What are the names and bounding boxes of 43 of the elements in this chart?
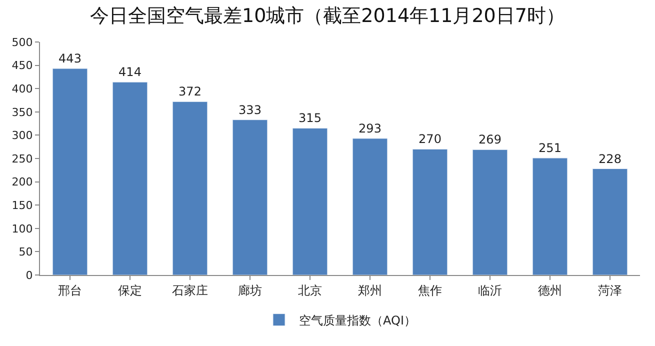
data-label: 333 — [238, 102, 262, 117]
y-tick-label: 150 — [12, 198, 33, 212]
bar — [52, 68, 88, 275]
y-tick-label: 400 — [12, 82, 33, 96]
y-tick-label: 350 — [12, 106, 33, 119]
data-label: 372 — [178, 84, 202, 99]
x-tick-label: 北京 — [298, 283, 322, 298]
data-label: 269 — [478, 132, 502, 147]
bar — [232, 120, 268, 275]
y-tick-label: 200 — [12, 176, 33, 189]
legend-label: 空气质量指数（AQI） — [299, 313, 416, 328]
x-tick-label: 保定 — [118, 283, 142, 298]
y-tick-label: 250 — [12, 152, 33, 166]
data-label: 293 — [358, 121, 382, 136]
x-tick-label: 郑州 — [358, 283, 382, 298]
data-label: 414 — [118, 65, 142, 80]
y-tick-label: 500 — [12, 36, 33, 49]
x-tick-label: 菏泽 — [598, 283, 622, 298]
y-tick-label: 100 — [12, 222, 33, 236]
data-label: 315 — [298, 111, 322, 126]
bar — [352, 138, 388, 275]
bar — [292, 128, 328, 275]
bar — [532, 158, 568, 275]
data-label: 251 — [538, 141, 562, 156]
bar — [172, 101, 208, 275]
x-tick-label: 石家庄 — [172, 283, 208, 298]
bar — [412, 148, 448, 275]
y-tick-label: 0 — [26, 268, 33, 282]
x-tick-label: 廊坊 — [238, 283, 262, 298]
x-tick-label: 焦作 — [418, 283, 442, 298]
chart-title: 今日全国空气最差10城市（截至2014年11月20日7时） — [90, 4, 565, 27]
data-label: 443 — [58, 52, 82, 66]
y-tick-label: 300 — [12, 129, 33, 142]
y-tick-label: 50 — [18, 246, 33, 259]
data-label: 228 — [598, 152, 622, 166]
x-tick-label: 邢台 — [58, 283, 82, 298]
x-tick-label: 德州 — [538, 283, 562, 298]
bar — [592, 168, 628, 275]
data-label: 270 — [418, 132, 442, 146]
bar — [112, 82, 148, 275]
x-tick-label: 临沂 — [478, 283, 502, 298]
y-tick-label: 450 — [12, 59, 33, 72]
bar — [472, 149, 508, 275]
